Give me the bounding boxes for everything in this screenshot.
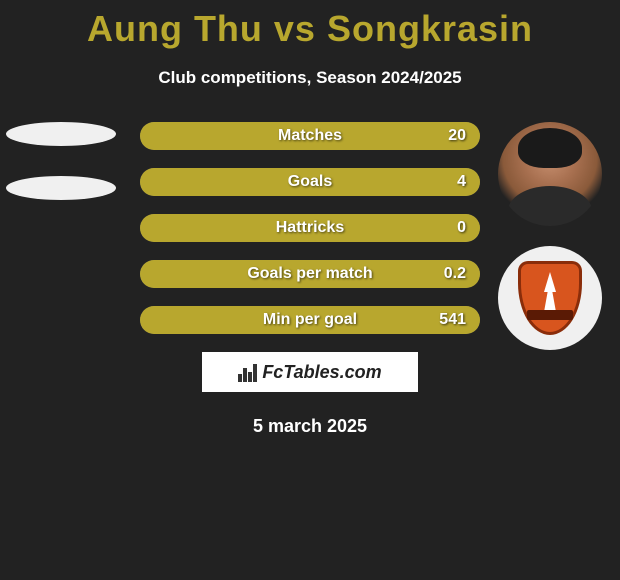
bar-value-right: 541 [439,306,466,334]
bar-value-right: 20 [448,122,466,150]
comparison-content: Matches20 Goals4 Hattricks0 Goals per match… [0,122,620,437]
stat-bars: Matches20 Goals4 Hattricks0 Goals per match… [140,122,480,334]
stat-bar: Matches20 [140,122,480,150]
stat-bar: Goals per match0.2 [140,260,480,288]
shield-icon [518,261,582,335]
subtitle: Club competitions, Season 2024/2025 [0,68,620,88]
left-player-crest [6,176,116,200]
bar-label: Min per goal [140,306,480,334]
bar-label: Hattricks [140,214,480,242]
right-player-avatar [498,122,602,226]
stat-bar: Hattricks0 [140,214,480,242]
stat-bar: Goals4 [140,168,480,196]
branding-text: FcTables.com [262,362,381,383]
bar-value-right: 4 [457,168,466,196]
bars-icon [238,362,258,382]
bar-label: Matches [140,122,480,150]
bar-value-right: 0.2 [444,260,466,288]
page-title: Aung Thu vs Songkrasin [0,0,620,50]
bar-label: Goals [140,168,480,196]
left-avatars [8,122,116,230]
left-player-avatar [6,122,116,146]
stat-bar: Min per goal541 [140,306,480,334]
branding-badge: FcTables.com [202,352,418,392]
bar-value-right: 0 [457,214,466,242]
date-label: 5 march 2025 [0,416,620,437]
right-avatars [498,122,602,370]
bar-label: Goals per match [140,260,480,288]
right-player-crest [498,246,602,350]
